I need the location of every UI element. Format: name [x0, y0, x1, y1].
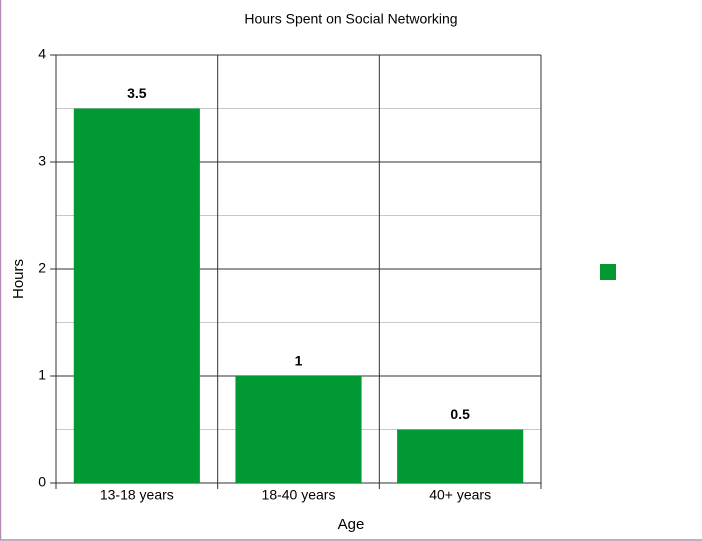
x-tick-label: 18-40 years	[262, 487, 336, 503]
bar	[235, 376, 362, 483]
y-tick-label: 4	[38, 46, 46, 62]
data-label: 0.5	[450, 406, 470, 422]
y-tick-label: 3	[38, 153, 46, 169]
y-tick-label: 1	[38, 367, 46, 383]
y-tick-label: 0	[38, 474, 46, 490]
data-label: 3.5	[127, 85, 147, 101]
y-axis-label: Hours	[10, 259, 27, 299]
x-tick-label: 40+ years	[429, 487, 491, 503]
bar	[397, 429, 524, 483]
chart-title: Hours Spent on Social Networking	[244, 11, 457, 27]
y-tick-label: 2	[38, 260, 46, 276]
x-axis-label: Age	[338, 516, 365, 533]
data-label: 1	[295, 353, 303, 369]
legend-swatch	[600, 264, 616, 280]
x-tick-label: 13-18 years	[100, 487, 174, 503]
bar	[73, 108, 200, 483]
